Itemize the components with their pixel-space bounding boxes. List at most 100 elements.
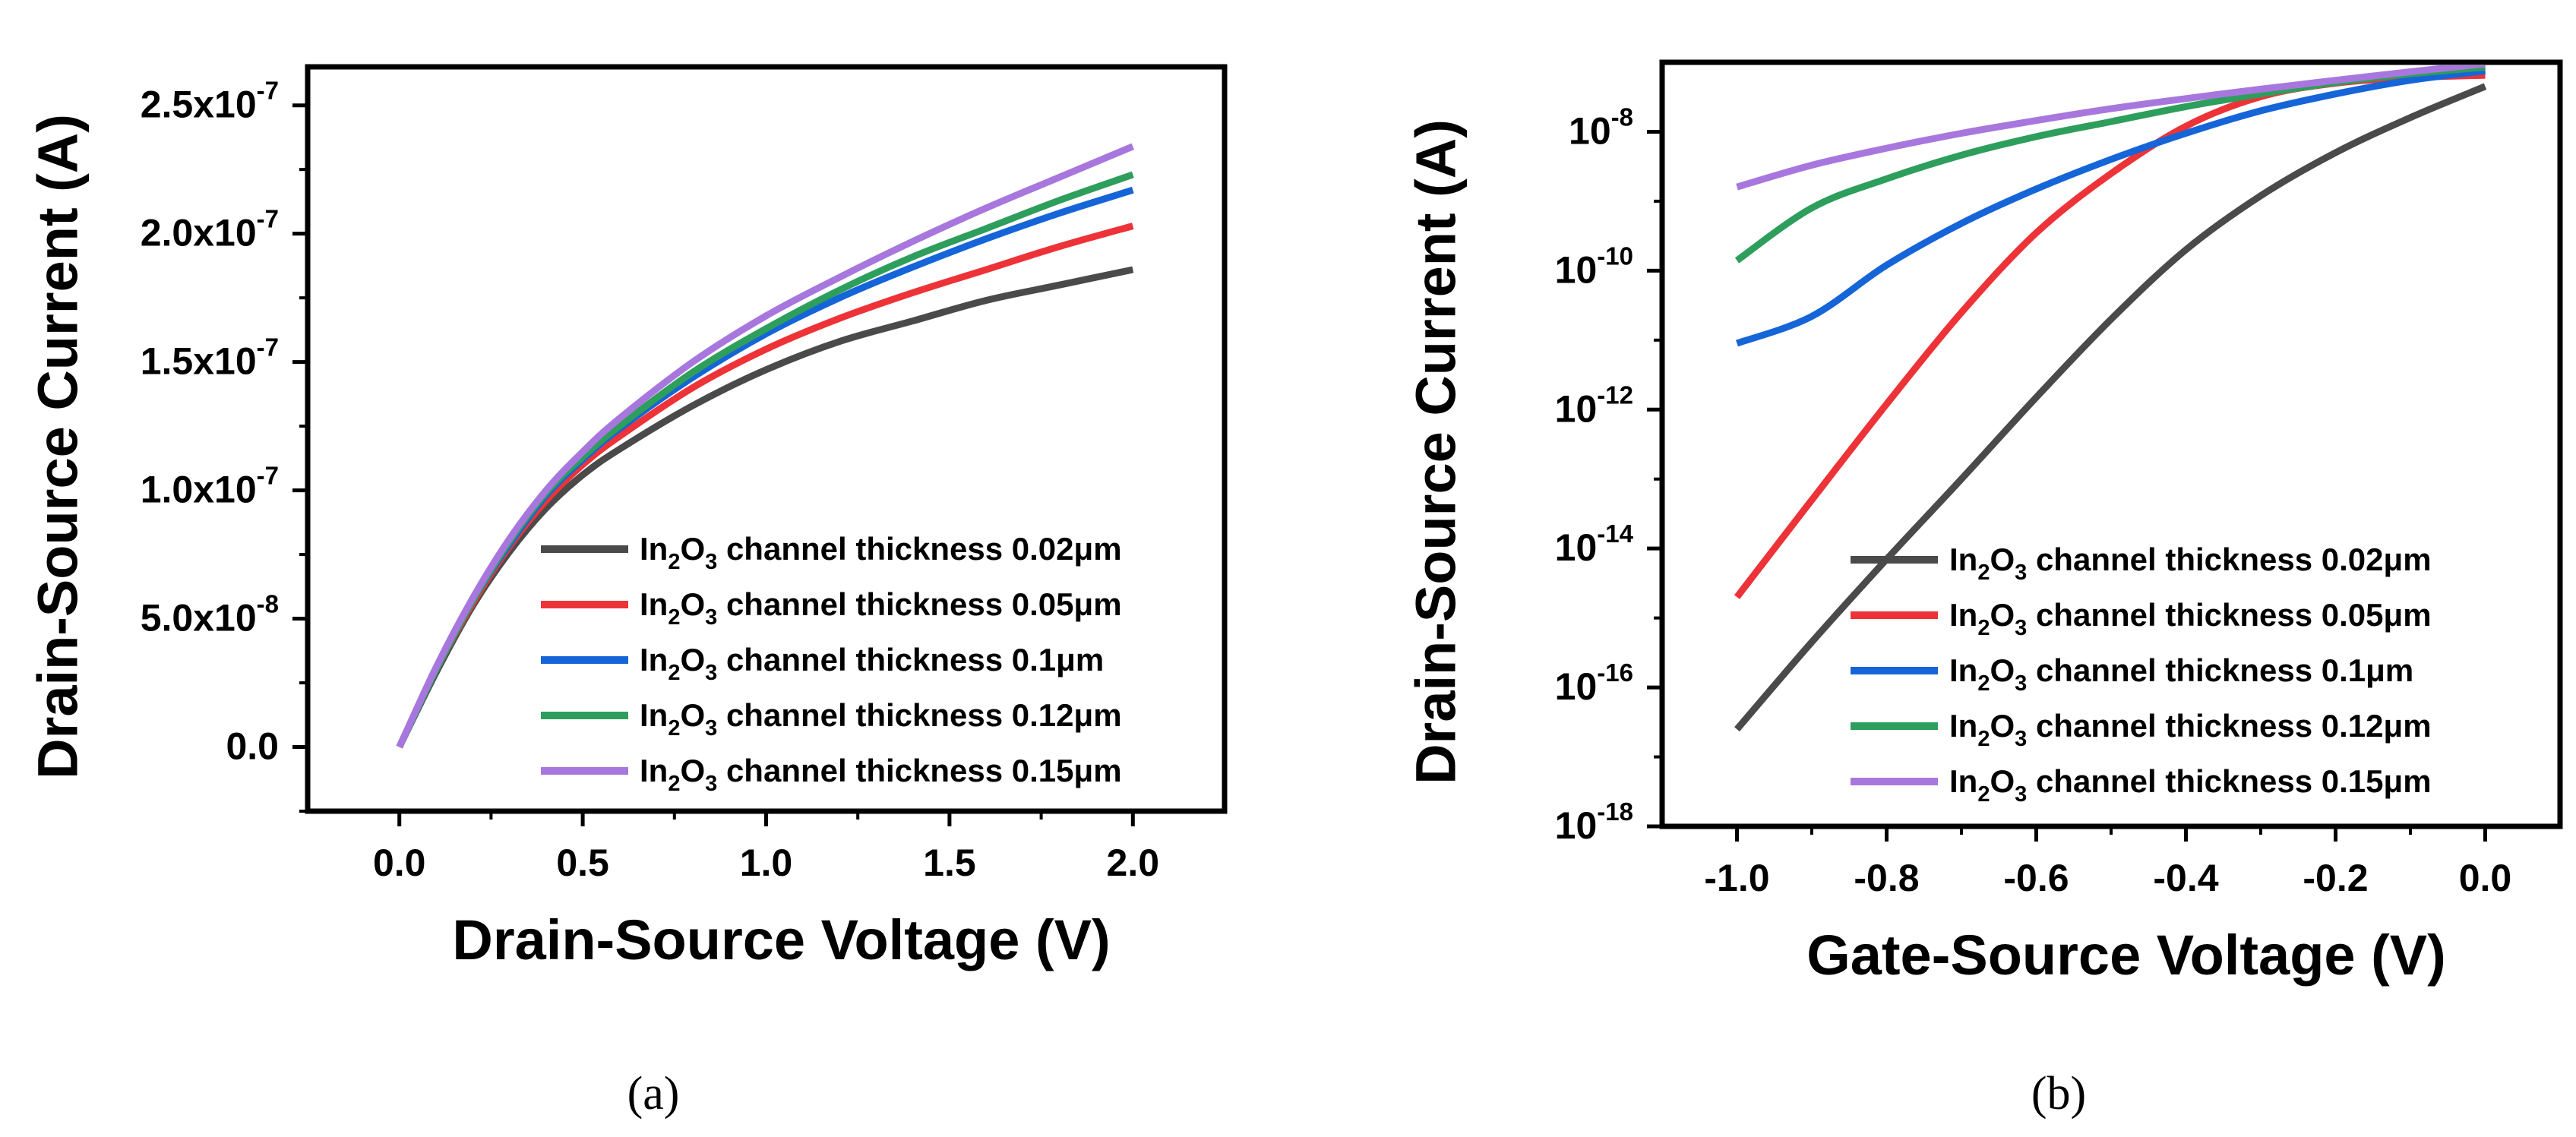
series-group xyxy=(1734,65,2487,732)
legend-subscript: 3 xyxy=(705,550,717,574)
y-tick-mantissa: 1.5x10 xyxy=(141,340,257,383)
legend-subscript: 3 xyxy=(2015,782,2027,807)
legend-text-part: channel thickness 0.1μm xyxy=(2027,652,2413,688)
legend-text-part: channel thickness 0.15μm xyxy=(2027,763,2431,799)
y-tick-exponent: -8 xyxy=(1611,103,1633,131)
x-tick-label: 0.0 xyxy=(373,842,426,884)
legend-text-part: O xyxy=(680,642,705,677)
x-tick-label: -0.4 xyxy=(2153,857,2218,899)
legend-text-part: O xyxy=(1990,652,2015,688)
legend-text-part: O xyxy=(1990,708,2015,744)
legend-subscript: 2 xyxy=(1977,561,1990,585)
x-axis-title: Gate-Source Voltage (V) xyxy=(1806,924,2446,987)
y-tick-exponent: -7 xyxy=(257,77,279,105)
series-line-0.12μm xyxy=(1734,65,2486,264)
legend-label: In2O3 channel thickness 0.02μm xyxy=(1949,542,2432,585)
legend-text-part: In xyxy=(640,697,668,733)
legend-text-part: In xyxy=(1949,597,1977,633)
panel-caption: (b) xyxy=(2031,1068,2086,1120)
x-tick-label: 1.0 xyxy=(740,842,793,884)
legend-text-part: In xyxy=(1949,542,1977,577)
legend-label: In2O3 channel thickness 0.05μm xyxy=(640,586,1122,630)
legend-text-part: channel thickness 0.15μm xyxy=(717,753,1121,788)
legend-text-part: In xyxy=(1949,763,1977,799)
y-tick-label: 10-14 xyxy=(1555,520,1634,569)
y-tick-label: 10-12 xyxy=(1555,381,1633,430)
y-tick-label: 10-18 xyxy=(1555,797,1633,847)
y-tick-mantissa: 10 xyxy=(1555,804,1598,847)
series-group xyxy=(396,143,1135,749)
legend-text-part: O xyxy=(1990,763,2015,799)
x-tick-label: -0.8 xyxy=(1854,857,1919,899)
y-tick-mantissa: 10 xyxy=(1555,526,1598,569)
y-tick-exponent: -14 xyxy=(1597,520,1633,548)
legend-subscript: 2 xyxy=(668,716,680,741)
legend-subscript: 2 xyxy=(668,605,680,630)
legend-label: In2O3 channel thickness 0.05μm xyxy=(1949,597,2432,640)
legend-text-part: O xyxy=(680,753,705,788)
legend-text-part: In xyxy=(1949,652,1977,688)
y-tick-exponent: -10 xyxy=(1597,242,1633,270)
y-tick-mantissa: 10 xyxy=(1555,248,1598,291)
legend-subscript: 3 xyxy=(2015,561,2027,585)
x-tick-label: -0.6 xyxy=(2003,857,2069,899)
y-tick-exponent: -16 xyxy=(1597,659,1633,687)
legend-label: In2O3 channel thickness 0.15μm xyxy=(640,753,1122,796)
series-line-0.1μm xyxy=(1735,67,2486,347)
y-axis-title: Drain-Source Current (A) xyxy=(1405,119,1468,785)
legend-text-part: O xyxy=(680,697,705,733)
series-line-0.15μm xyxy=(1736,65,2486,191)
series-line-0.15μm xyxy=(396,143,1135,749)
x-tick-label: 0.5 xyxy=(556,842,609,884)
panel-caption: (a) xyxy=(627,1068,680,1120)
legend-text-part: In xyxy=(640,531,668,567)
y-tick-exponent: -7 xyxy=(257,205,279,233)
legend-subscript: 2 xyxy=(1977,727,1990,751)
legend-subscript: 3 xyxy=(2015,727,2027,751)
legend-text-part: channel thickness 0.05μm xyxy=(2027,597,2431,633)
y-tick-mantissa: 2.0x10 xyxy=(141,212,257,254)
legend-subscript: 2 xyxy=(668,550,680,574)
legend-label: In2O3 channel thickness 0.12μm xyxy=(640,697,1122,741)
legend-text-part: channel thickness 0.1μm xyxy=(717,642,1104,677)
y-tick-label: 2.0x10-7 xyxy=(141,205,279,254)
legend-text-part: In xyxy=(1949,708,1977,744)
legend-label: In2O3 channel thickness 0.1μm xyxy=(1949,652,2413,696)
legend-subscript: 3 xyxy=(705,661,717,685)
legend-text-part: O xyxy=(680,531,705,567)
legend-text-part: In xyxy=(640,753,668,788)
chart-panel-a: 0.0 0.5 1.0 1.5 2.00.05.0x10-81.0x10-71.5x10… xyxy=(27,64,1228,1120)
legend-text-part: In xyxy=(640,586,668,622)
legend-text-part: channel thickness 0.12μm xyxy=(717,697,1121,733)
y-tick-mantissa: 10 xyxy=(1555,665,1598,708)
y-tick-exponent: -7 xyxy=(257,333,279,362)
legend-text-part: In xyxy=(640,642,668,677)
legend-label: In2O3 channel thickness 0.02μm xyxy=(640,531,1122,574)
legend-text-part: channel thickness 0.12μm xyxy=(2027,708,2431,744)
legend-subscript: 2 xyxy=(668,772,680,796)
y-tick-exponent: -7 xyxy=(257,462,279,490)
y-tick-mantissa: 2.5x10 xyxy=(141,84,257,126)
legend-subscript: 2 xyxy=(1977,616,1990,640)
legend-text-part: O xyxy=(1990,597,2015,633)
legend-subscript: 3 xyxy=(705,716,717,741)
legend-subscript: 2 xyxy=(1977,671,1990,696)
legend-subscript: 3 xyxy=(705,772,717,796)
legend-text-part: channel thickness 0.05μm xyxy=(717,586,1121,622)
legend-text-part: O xyxy=(1990,542,2015,577)
y-tick-label: 10-16 xyxy=(1555,659,1633,708)
y-tick-label: 10-10 xyxy=(1555,242,1633,291)
y-tick-label: 0.0 xyxy=(226,725,279,768)
legend-subscript: 3 xyxy=(2015,616,2027,640)
x-tick-label: -0.2 xyxy=(2303,857,2368,899)
y-tick-exponent: -18 xyxy=(1597,797,1633,826)
legend-text-part: channel thickness 0.02μm xyxy=(717,531,1121,567)
y-tick-exponent: -12 xyxy=(1597,381,1633,409)
y-tick-mantissa: 5.0x10 xyxy=(141,597,257,640)
y-tick-exponent: -8 xyxy=(257,590,279,618)
x-axis-title: Drain-Source Voltage (V) xyxy=(452,908,1110,971)
legend-subscript: 2 xyxy=(1977,782,1990,807)
